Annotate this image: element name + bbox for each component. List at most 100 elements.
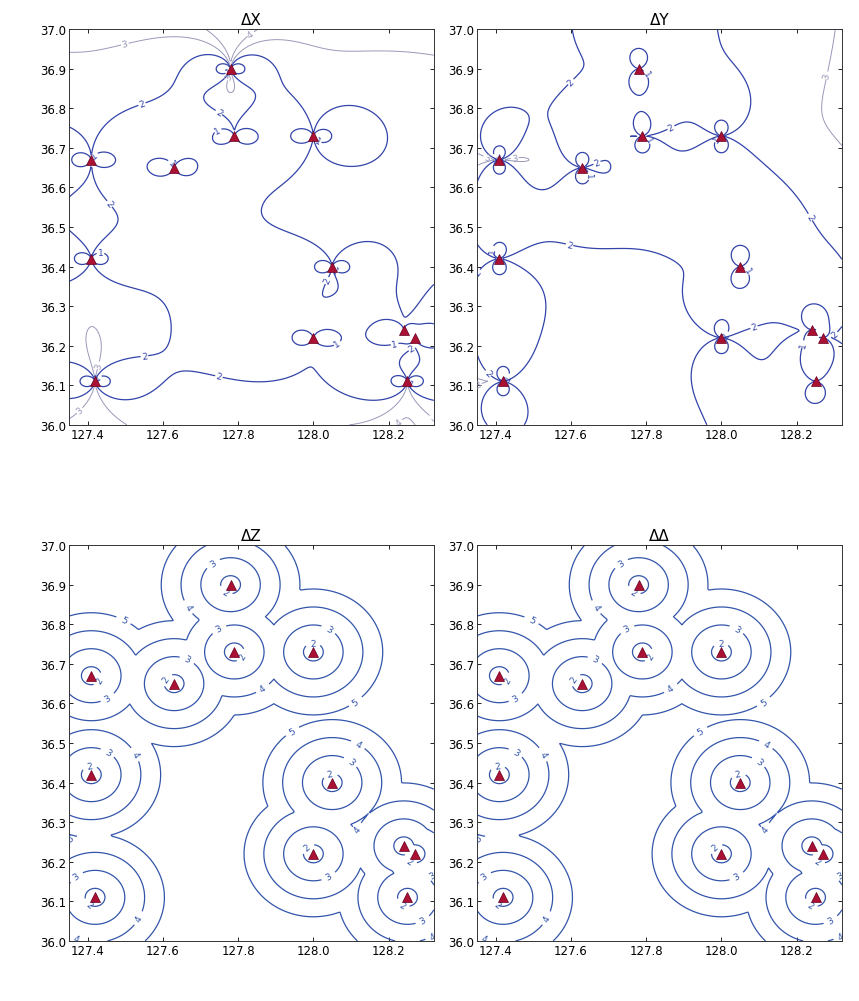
Text: 2: 2 — [806, 900, 815, 910]
Title: ΔΔ: ΔΔ — [649, 528, 670, 543]
Text: 4: 4 — [246, 30, 256, 40]
Text: 3: 3 — [591, 655, 600, 665]
Text: 3: 3 — [418, 915, 428, 926]
Text: 5: 5 — [758, 697, 769, 708]
Text: 1: 1 — [224, 67, 234, 78]
Text: 1: 1 — [721, 330, 731, 340]
Text: 4: 4 — [182, 603, 193, 613]
Text: 3: 3 — [103, 693, 113, 704]
Text: 3: 3 — [822, 72, 832, 80]
Text: 1: 1 — [213, 126, 222, 136]
Text: 2: 2 — [238, 652, 248, 662]
Text: 2: 2 — [104, 199, 115, 209]
Text: 2: 2 — [220, 588, 229, 598]
Text: 1: 1 — [166, 158, 176, 169]
Text: 2: 2 — [830, 330, 839, 340]
Text: 4: 4 — [428, 931, 437, 942]
Text: 4: 4 — [836, 931, 845, 942]
Text: 3: 3 — [511, 693, 521, 704]
Text: 5: 5 — [66, 834, 74, 844]
Text: 2: 2 — [710, 842, 720, 853]
Text: 3: 3 — [324, 872, 333, 882]
Text: 2: 2 — [593, 158, 601, 169]
Text: 1: 1 — [391, 339, 399, 349]
Text: 2: 2 — [646, 652, 656, 662]
Text: 4: 4 — [258, 684, 268, 695]
Text: 2: 2 — [503, 676, 514, 685]
Text: 1: 1 — [98, 249, 103, 258]
Text: 3: 3 — [473, 380, 482, 390]
Text: 1: 1 — [584, 173, 594, 180]
Text: 3: 3 — [183, 655, 192, 665]
Text: 2: 2 — [483, 368, 493, 379]
Text: 3: 3 — [71, 872, 81, 882]
Text: 1: 1 — [798, 341, 807, 348]
Text: 3: 3 — [103, 747, 113, 758]
Text: 4: 4 — [538, 750, 549, 759]
Text: 3: 3 — [208, 559, 217, 569]
Text: 2: 2 — [322, 277, 332, 285]
Text: 2: 2 — [86, 761, 93, 771]
Text: 2: 2 — [84, 900, 94, 910]
Text: 2: 2 — [565, 78, 576, 88]
Text: 5: 5 — [350, 697, 361, 708]
Title: ΔX: ΔX — [241, 12, 262, 27]
Text: 3: 3 — [483, 153, 491, 163]
Text: 4: 4 — [394, 417, 405, 428]
Text: 5: 5 — [119, 615, 128, 626]
Text: 1: 1 — [89, 151, 100, 161]
Text: 2: 2 — [94, 676, 106, 685]
Text: 3: 3 — [428, 413, 437, 423]
Text: 2: 2 — [214, 108, 223, 119]
Text: 3: 3 — [346, 757, 356, 767]
Text: 3: 3 — [622, 624, 631, 635]
Text: 1: 1 — [405, 379, 414, 390]
Text: 1: 1 — [641, 70, 651, 80]
Text: 3: 3 — [324, 624, 333, 635]
Text: 2: 2 — [137, 100, 146, 110]
Text: 4: 4 — [761, 739, 771, 750]
Text: 1: 1 — [643, 136, 654, 146]
Text: 2: 2 — [492, 900, 503, 910]
Text: 1: 1 — [314, 137, 322, 147]
Text: 2: 2 — [326, 769, 333, 779]
Text: 3: 3 — [214, 624, 223, 635]
Text: 3: 3 — [732, 872, 741, 882]
Text: 1: 1 — [93, 372, 103, 383]
Title: ΔZ: ΔZ — [241, 528, 262, 543]
Text: 2: 2 — [566, 240, 573, 250]
Text: 2: 2 — [310, 639, 316, 648]
Text: 1: 1 — [332, 339, 342, 349]
Text: 3: 3 — [754, 757, 764, 767]
Text: 3: 3 — [511, 747, 521, 758]
Text: 2: 2 — [718, 639, 724, 648]
Text: 3: 3 — [511, 154, 518, 164]
Text: 2: 2 — [398, 900, 407, 910]
Text: 4: 4 — [130, 750, 141, 759]
Text: 2: 2 — [405, 856, 414, 867]
Text: 2: 2 — [667, 123, 675, 134]
Text: 4: 4 — [590, 603, 601, 613]
Text: 4: 4 — [666, 684, 676, 695]
Text: 3: 3 — [75, 406, 85, 416]
Text: 2: 2 — [750, 322, 758, 333]
Text: 5: 5 — [287, 726, 297, 737]
Text: 4: 4 — [760, 825, 771, 835]
Text: 2: 2 — [407, 343, 417, 354]
Text: 2: 2 — [734, 769, 741, 779]
Text: 1: 1 — [490, 153, 501, 163]
Text: 2: 2 — [628, 588, 637, 598]
Text: 3: 3 — [616, 559, 625, 569]
Text: 1: 1 — [488, 247, 497, 253]
Text: 2: 2 — [569, 675, 579, 684]
Text: 2: 2 — [216, 372, 222, 382]
Text: 4: 4 — [353, 739, 362, 750]
Text: 2: 2 — [805, 213, 815, 222]
Text: 2: 2 — [161, 675, 171, 684]
Text: 3: 3 — [94, 362, 103, 369]
Text: 2: 2 — [472, 268, 483, 278]
Text: 3: 3 — [223, 74, 234, 82]
Text: 2: 2 — [141, 352, 148, 361]
Text: 4: 4 — [133, 914, 144, 923]
Text: 3: 3 — [732, 624, 741, 635]
